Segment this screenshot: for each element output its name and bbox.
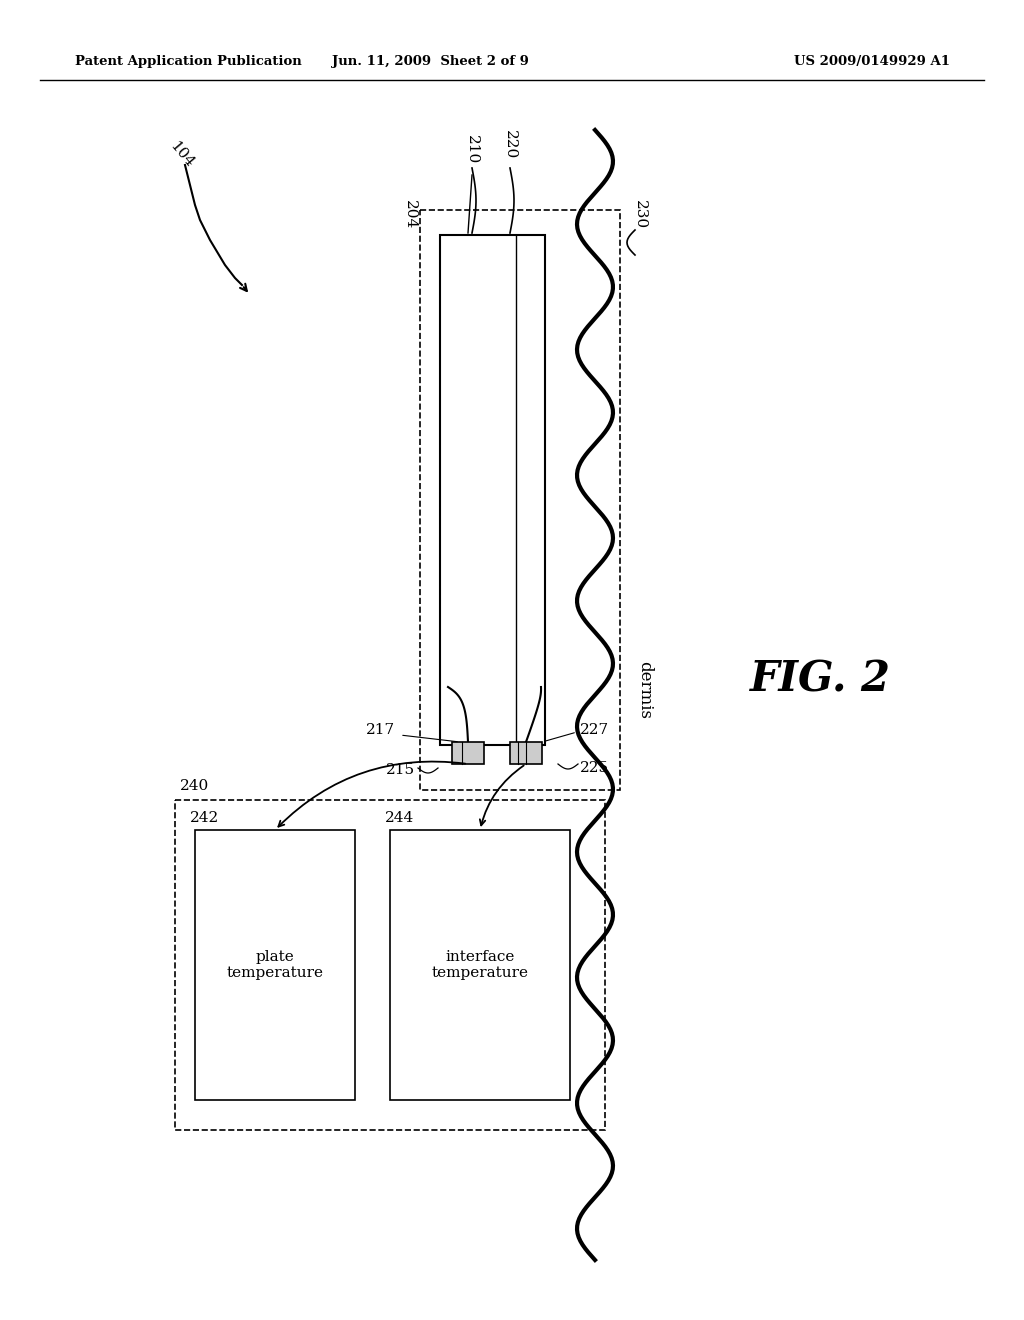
Text: 244: 244 [385,810,415,825]
Text: 242: 242 [190,810,219,825]
Text: interface
temperature: interface temperature [431,950,528,979]
Bar [452,742,484,764]
Text: FIG. 2: FIG. 2 [750,659,891,701]
Bar [195,830,355,1100]
Bar [390,830,570,1100]
Bar [420,210,620,789]
Text: Jun. 11, 2009  Sheet 2 of 9: Jun. 11, 2009 Sheet 2 of 9 [332,55,528,69]
Text: plate
temperature: plate temperature [226,950,324,979]
Text: 204: 204 [403,201,417,230]
Bar [510,742,542,764]
Text: dermis: dermis [637,661,653,719]
Text: 217: 217 [366,723,395,737]
Text: US 2009/0149929 A1: US 2009/0149929 A1 [794,55,950,69]
Text: 220: 220 [503,131,517,160]
Bar [175,800,605,1130]
Text: 225: 225 [580,762,609,775]
Text: Patent Application Publication: Patent Application Publication [75,55,302,69]
Text: 227: 227 [580,723,609,737]
Text: 210: 210 [465,136,479,165]
Text: 240: 240 [180,779,209,793]
Bar [440,235,545,744]
Text: 215: 215 [386,763,415,777]
Text: 104: 104 [167,140,197,170]
Text: 230: 230 [633,201,647,230]
